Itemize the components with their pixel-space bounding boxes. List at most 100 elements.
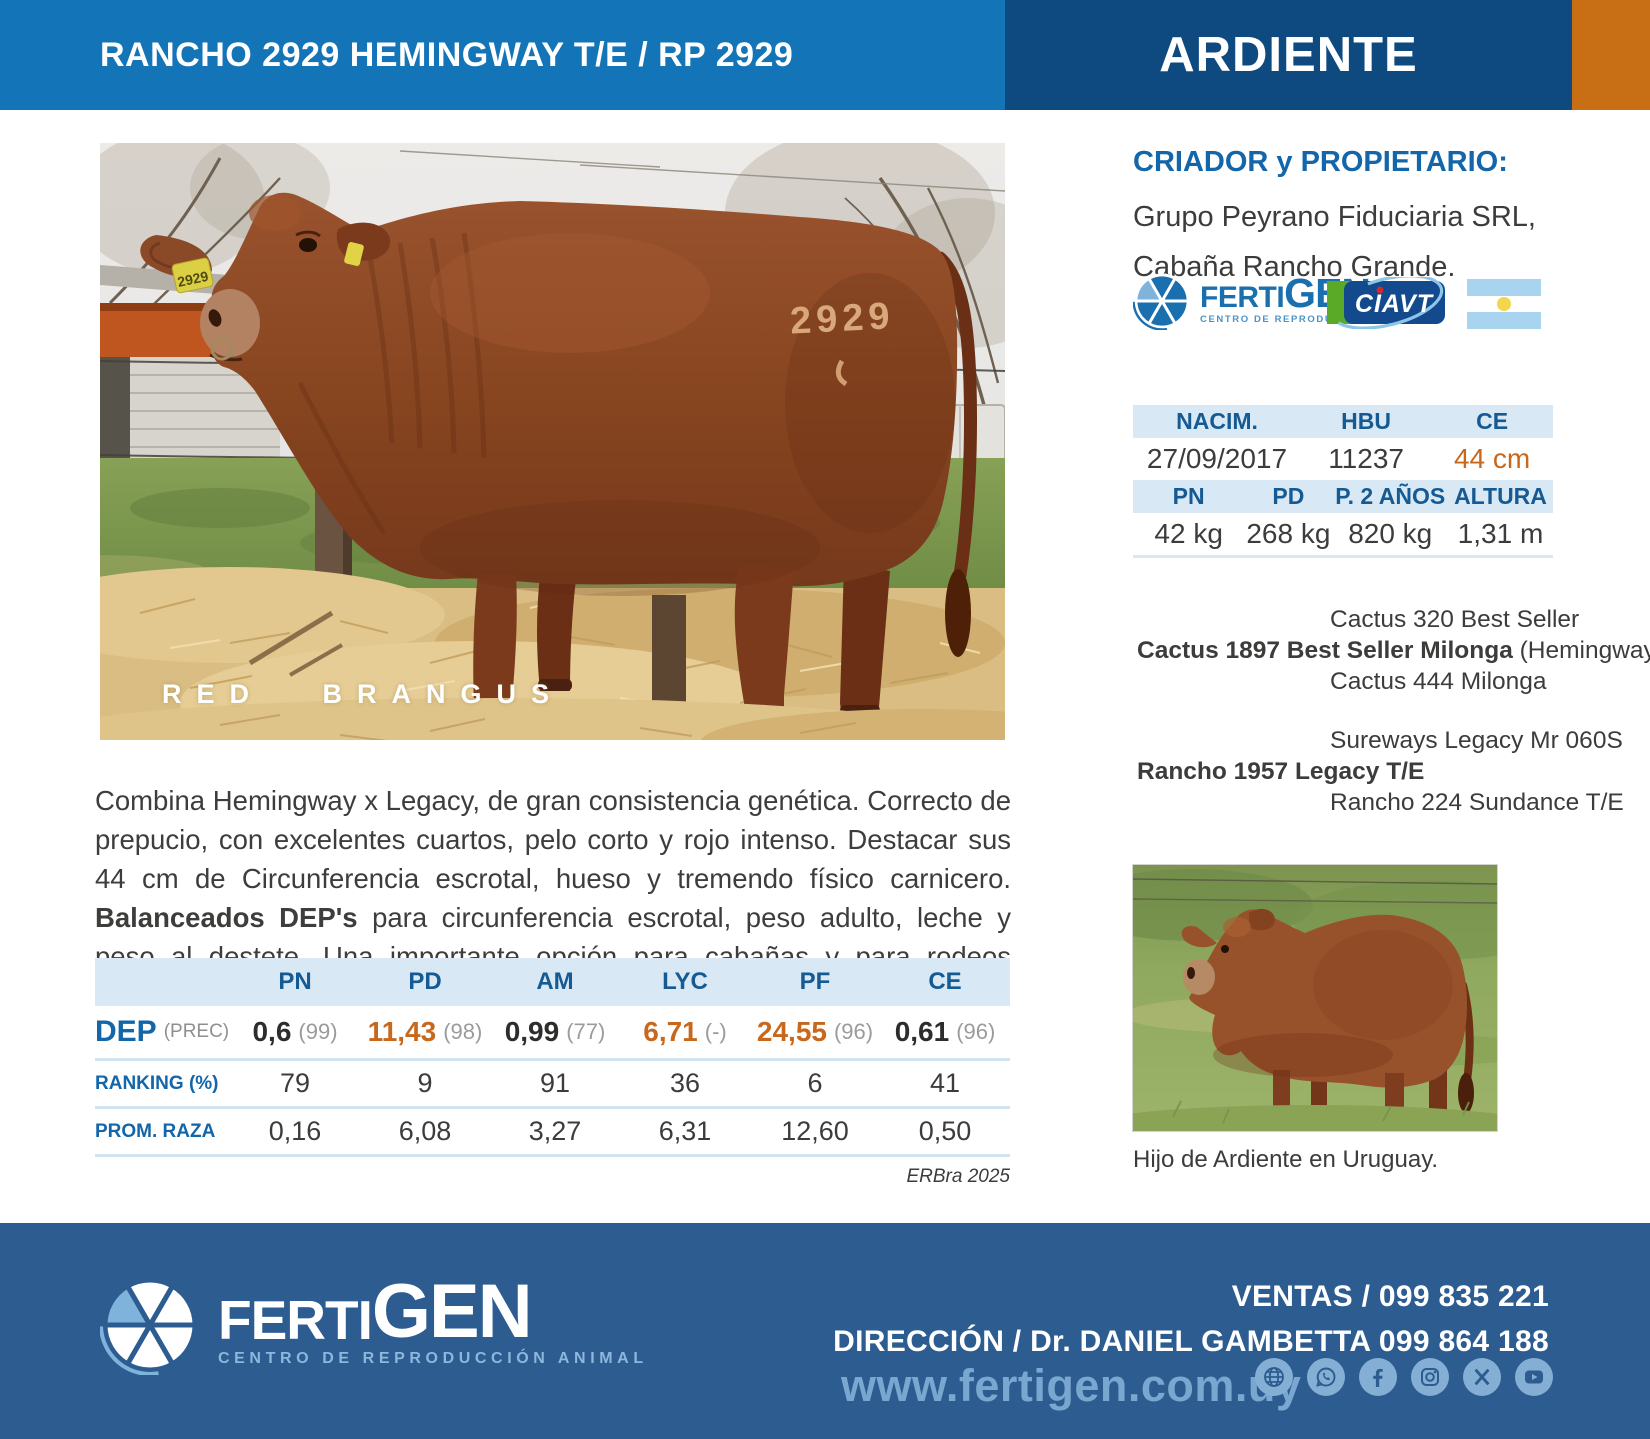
bull-figure: 2929 2929 <box>140 192 977 723</box>
col-ce: CE <box>1476 408 1509 434</box>
header-animal-band: ARDIENTE <box>1005 0 1572 110</box>
dep-am-prec: (77) <box>566 1019 606 1044</box>
header-left-band: RANCHO 2929 HEMINGWAY T/E / RP 2929 <box>0 0 1005 110</box>
info-header-row-1: NACIM. HBU CE <box>1133 405 1553 438</box>
dep-pf-value: 24,55 <box>756 1016 827 1047</box>
ciavt-logo: CIAVT <box>1327 274 1445 334</box>
argentina-flag-icon <box>1467 279 1541 334</box>
dep-source-note: ERBra 2025 <box>906 1166 1010 1187</box>
ranking-pd: 9 <box>417 1068 433 1098</box>
ranking-pn: 79 <box>279 1068 311 1098</box>
ear-tag-small <box>344 242 364 266</box>
website-link[interactable]: www.fertigen.com.uy <box>841 1360 1302 1411</box>
fertigen-wheel-icon <box>1133 272 1191 330</box>
ranking-pf: 6 <box>807 1068 823 1098</box>
col-pd: PD <box>1272 483 1305 509</box>
pedigree-block: Cactus 320 Best Seller Cactus 1897 Best … <box>1133 604 1650 818</box>
footer-contacts: VENTAS / 099 835 221 DIRECCIÓN / Dr. DAN… <box>833 1280 1549 1359</box>
col-hbu: HBU <box>1341 408 1392 434</box>
ranking-row-label: RANKING (%) <box>95 1072 219 1094</box>
dep-ce-value: 0,61 <box>894 1016 950 1047</box>
fertigen-tagline: CENTRO DE REPRODUCCIÓN ANIMAL <box>1200 314 1423 326</box>
prom-ce: 0,50 <box>918 1116 972 1146</box>
prom-pf: 12,60 <box>781 1116 849 1146</box>
offspring-bull-figure <box>1181 908 1474 1126</box>
dep-am-value: 0,99 <box>504 1016 560 1047</box>
hay-foreground <box>100 698 1005 740</box>
prom-pn: 0,16 <box>268 1116 322 1146</box>
dep-pn-value: 0,6 <box>252 1016 292 1047</box>
value-ce: 44 cm <box>1453 443 1531 474</box>
globe-icon[interactable] <box>1255 1358 1293 1396</box>
dep-pd-value: 11,43 <box>367 1016 437 1047</box>
pedigree-sire-dam: Cactus 444 Milonga <box>1330 668 1547 695</box>
direccion-phone: 099 864 188 <box>1378 1325 1549 1358</box>
pedigree-sire-sire: Cactus 320 Best Seller <box>1330 606 1580 633</box>
argentina-flag-graphic <box>1467 279 1541 329</box>
ventas-label: VENTAS / <box>1231 1280 1379 1313</box>
col-pn: PN <box>1172 483 1205 509</box>
bull-photo-illustration: 2929 2929 <box>100 143 1005 740</box>
youtube-icon[interactable] <box>1515 1358 1553 1396</box>
owner-heading: CRIADOR y PROPIETARIO: <box>1133 146 1508 178</box>
value-hbu: 11237 <box>1328 443 1404 474</box>
prom-am: 3,27 <box>528 1116 582 1146</box>
ciavt-logo-graphic: CIAVT <box>1327 274 1445 330</box>
dep-col-ce: CE <box>928 968 962 995</box>
instagram-icon[interactable] <box>1411 1358 1449 1396</box>
value-pn: 42 kg <box>1154 518 1223 549</box>
pedigree-dam-dam: Rancho 224 Sundance T/E <box>1330 789 1624 816</box>
footer-fertigen-wheel-icon <box>100 1275 200 1375</box>
value-nacim: 27/09/2017 <box>1146 443 1288 474</box>
ranking-am: 91 <box>539 1068 571 1098</box>
prom-lyc: 6,31 <box>658 1116 712 1146</box>
value-p2anos: 820 kg <box>1348 518 1433 549</box>
ventas-phone: 099 835 221 <box>1378 1280 1549 1313</box>
dep-col-pn: PN <box>278 968 312 995</box>
dep-values-row: DEP (PREC) 0,6 (99) 11,43 (98) 0,99 (77) 6,7… <box>95 1006 1010 1061</box>
dep-col-pd: PD <box>408 968 442 995</box>
page-title: RANCHO 2929 HEMINGWAY T/E / RP 2929 <box>100 35 794 74</box>
pedigree-sire: Cactus 1897 Best Seller Milonga (Hemingw… <box>1137 635 1650 666</box>
info-value-row-2: 42 kg 268 kg 820 kg 1,31 m <box>1133 513 1553 555</box>
fertigen-wordmark-part1: FERTI <box>1200 280 1285 314</box>
owner-line1: Grupo Peyrano Fiduciaria SRL, <box>1133 201 1536 233</box>
dep-lyc-value: 6,71 <box>643 1016 698 1047</box>
info-header-row-2: PN PD P. 2 AÑOS ALTURA <box>1133 480 1553 513</box>
dep-pd-prec: (98) <box>443 1019 483 1044</box>
pedigree-dam-sire: Sureways Legacy Mr 060S <box>1330 727 1623 754</box>
footer-wordmark-part2: GEN <box>371 1268 533 1354</box>
breed-label: RED BRANGUS <box>162 679 565 709</box>
x-icon[interactable] <box>1463 1358 1501 1396</box>
value-pd: 268 kg <box>1246 518 1331 549</box>
flank-brand-number: 2929 <box>789 295 896 342</box>
ciavt-wordmark: CIAVT <box>1355 290 1435 318</box>
info-value-row-1: 27/09/2017 11237 44 cm <box>1133 438 1553 480</box>
dep-col-lyc: LYC <box>662 968 708 995</box>
pedigree-sire-note: (Hemingway) <box>1512 637 1650 664</box>
col-p2anos: P. 2 AÑOS <box>1335 483 1446 509</box>
ranking-lyc: 36 <box>669 1068 701 1098</box>
pedigree-dam: Rancho 1957 Legacy T/E <box>1137 758 1425 785</box>
dep-col-pf: PF <box>799 968 831 995</box>
social-icons <box>1255 1358 1553 1396</box>
ear-tag-number: 2929 <box>176 268 210 290</box>
header-orange-strip <box>1572 0 1650 110</box>
facebook-icon[interactable] <box>1359 1358 1397 1396</box>
dep-table: PN PD AM LYC PF CE DEP (PREC) 0,6 (99) 11,… <box>95 958 1010 1188</box>
col-nacim: NACIM. <box>1176 408 1258 434</box>
description-part1: Combina Hemingway x Legacy, de gran cons… <box>95 784 1011 894</box>
footer-wordmark-part1: FERTI <box>218 1289 373 1352</box>
dep-header-row: PN PD AM LYC PF CE <box>95 958 1010 1006</box>
animal-info-table: NACIM. HBU CE 27/09/2017 11237 44 cm PN … <box>1133 405 1553 558</box>
ranking-ce: 41 <box>929 1068 961 1098</box>
main-bull-photo: 2929 2929 RED BRANGUS <box>100 143 1005 740</box>
description-bold: Balanceados DEP's <box>95 901 358 933</box>
dep-row-label-note: (PREC) <box>163 1021 230 1042</box>
dep-pf-prec: (96) <box>833 1019 874 1044</box>
fence-post-mid <box>652 595 686 705</box>
whatsapp-icon[interactable] <box>1307 1358 1345 1396</box>
footer-tagline: CENTRO DE REPRODUCCIÓN ANIMAL <box>218 1350 648 1368</box>
offspring-photo-illustration <box>1133 865 1497 1131</box>
